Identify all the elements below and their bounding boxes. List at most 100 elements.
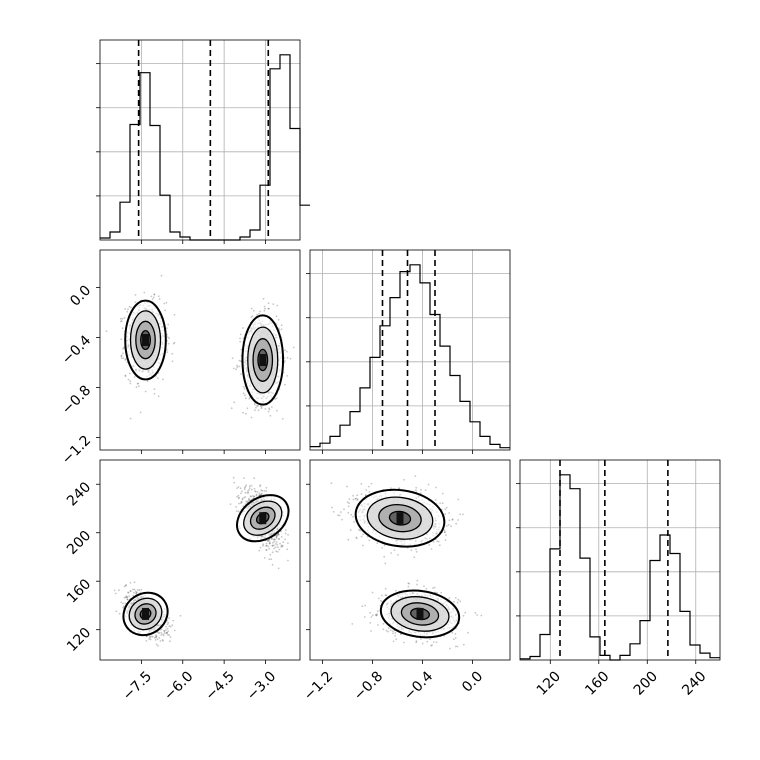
- sample-point: [270, 558, 273, 561]
- sample-point: [255, 494, 258, 497]
- sample-point: [480, 614, 483, 617]
- sample-point: [126, 596, 128, 599]
- sample-point: [452, 638, 455, 641]
- sample-point: [242, 392, 245, 395]
- sample-point: [430, 644, 432, 647]
- sample-point: [448, 597, 451, 599]
- sample-point: [259, 405, 262, 407]
- sample-point: [263, 557, 266, 559]
- sample-point: [160, 274, 163, 277]
- sample-point: [280, 328, 283, 331]
- sample-point: [415, 641, 418, 644]
- sample-point: [275, 536, 278, 539]
- sample-point: [263, 309, 266, 312]
- sample-point: [271, 563, 274, 566]
- sample-point: [166, 351, 169, 353]
- sample-point: [139, 411, 142, 414]
- sample-point: [439, 502, 442, 505]
- sample-point: [146, 380, 149, 383]
- sample-point: [415, 640, 418, 643]
- sample-point: [235, 506, 238, 508]
- sample-point: [392, 632, 394, 635]
- sample-point: [416, 583, 418, 586]
- sample-point: [369, 622, 372, 624]
- sample-point: [240, 492, 242, 495]
- sample-point: [364, 604, 366, 607]
- sample-point: [272, 541, 274, 544]
- sample-point: [265, 549, 268, 551]
- sample-point: [265, 544, 267, 547]
- sample-point: [275, 397, 278, 400]
- sample-point: [260, 492, 263, 495]
- sample-point: [133, 591, 135, 594]
- sample-point: [233, 481, 236, 484]
- sample-point: [394, 589, 397, 592]
- sample-point: [258, 494, 261, 497]
- sample-point: [237, 486, 240, 488]
- sample-point: [462, 643, 465, 646]
- sample-point: [126, 598, 129, 601]
- sample-point: [369, 611, 371, 614]
- sample-point: [281, 544, 284, 547]
- sample-point: [240, 360, 242, 362]
- sample-point: [273, 547, 275, 550]
- sample-point: [140, 588, 143, 591]
- sample-point: [268, 558, 271, 561]
- sample-point: [244, 397, 247, 400]
- sample-point: [120, 338, 123, 341]
- sample-point: [432, 641, 435, 643]
- sample-point: [241, 490, 243, 493]
- sample-point: [120, 601, 123, 604]
- sample-point: [432, 587, 434, 589]
- sample-point: [246, 501, 249, 503]
- sample-point: [287, 533, 289, 536]
- sample-point: [240, 348, 243, 351]
- sample-point: [269, 542, 271, 545]
- sample-point: [284, 532, 287, 535]
- sample-point: [250, 495, 253, 498]
- sample-point: [474, 611, 477, 614]
- sample-point: [157, 395, 160, 398]
- sample-point: [268, 542, 271, 545]
- sample-point: [271, 544, 274, 547]
- sample-point: [138, 385, 140, 388]
- sample-point: [258, 492, 261, 494]
- sample-point: [138, 589, 141, 592]
- sample-point: [443, 529, 446, 532]
- sample-point: [371, 591, 374, 594]
- sample-point: [251, 495, 254, 497]
- sample-point: [122, 348, 124, 350]
- sample-point: [164, 309, 167, 312]
- sample-point: [167, 336, 169, 338]
- sample-point: [169, 625, 172, 628]
- sample-point: [168, 634, 171, 637]
- sample-point: [169, 636, 172, 639]
- sample-point: [129, 382, 132, 385]
- sample-point: [248, 498, 251, 501]
- sample-point: [162, 378, 164, 381]
- sample-point: [171, 352, 174, 355]
- sample-point: [281, 545, 284, 548]
- sample-point: [134, 294, 137, 296]
- sample-point: [167, 630, 170, 632]
- sample-point: [155, 636, 158, 639]
- sample-point: [253, 477, 256, 480]
- sample-point: [280, 324, 283, 327]
- sample-point: [284, 349, 286, 352]
- sample-point: [281, 418, 284, 420]
- sample-point: [249, 495, 252, 498]
- sample-point: [229, 503, 232, 505]
- sample-point: [376, 542, 379, 544]
- sample-point: [274, 539, 276, 541]
- sample-point: [279, 542, 281, 545]
- sample-point: [237, 510, 240, 513]
- sample-point: [382, 628, 385, 631]
- sample-point: [267, 545, 270, 548]
- sample-point: [165, 625, 168, 628]
- sample-point: [128, 305, 131, 308]
- sample-point: [273, 538, 276, 540]
- sample-point: [276, 551, 279, 553]
- sample-point: [247, 499, 250, 502]
- sample-point: [152, 296, 155, 299]
- sample-point: [249, 485, 251, 488]
